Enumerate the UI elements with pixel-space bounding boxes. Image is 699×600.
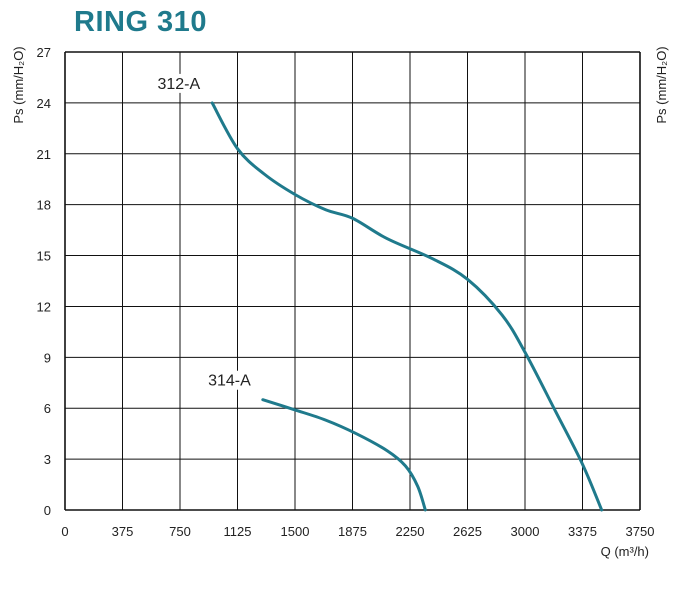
y-axis-label-right: Ps (mm/H₂O)	[654, 46, 669, 123]
y-axis-label: Ps (mm/H₂O)	[11, 46, 26, 123]
x-tick-label: 1500	[281, 524, 310, 539]
series-label-314-A: 314-A	[208, 373, 251, 390]
x-tick-label: 0	[61, 524, 68, 539]
x-tick-labels: 0 375 750 1125 1500 1875 2250 2625 3000 3375 3750	[61, 524, 654, 539]
chart-title: RING 310	[74, 6, 207, 38]
series-line-314-A	[261, 398, 427, 512]
x-tick-label: 1125	[224, 524, 252, 539]
x-tick-label: 2250	[396, 524, 425, 539]
series-line-312-A	[210, 101, 604, 512]
x-tick-label: 1875	[338, 524, 367, 539]
x-tick-label: 750	[169, 524, 191, 539]
y-tick-label: 21	[37, 147, 51, 162]
y-tick-label: 6	[44, 401, 51, 416]
x-tick-label: 3375	[568, 524, 597, 539]
x-tick-label: 2625	[453, 524, 482, 539]
y-tick-label: 12	[37, 299, 51, 314]
y-tick-label: 15	[37, 249, 51, 264]
series-lines	[210, 101, 604, 512]
y-tick-label: 27	[37, 45, 51, 60]
y-tick-label: 9	[44, 350, 51, 365]
series-label-backing	[205, 370, 254, 390]
y-tick-label: 24	[37, 96, 51, 111]
x-tick-label: 3750	[626, 524, 655, 539]
y-tick-label: 3	[44, 452, 51, 467]
series-label-backing	[155, 73, 204, 93]
x-tick-label: 3000	[511, 524, 540, 539]
y-tick-label: 0	[44, 503, 51, 518]
x-tick-label: 375	[112, 524, 134, 539]
grid	[64, 51, 641, 511]
series-labels: 312-A 314-A	[155, 73, 254, 390]
y-tick-label: 18	[37, 198, 51, 213]
series-label-312-A: 312-A	[157, 76, 200, 93]
y-tick-labels: 0 3 6 9 12 15 18 21 24 27	[37, 45, 51, 518]
x-axis-label: Q (m³/h)	[601, 544, 649, 559]
